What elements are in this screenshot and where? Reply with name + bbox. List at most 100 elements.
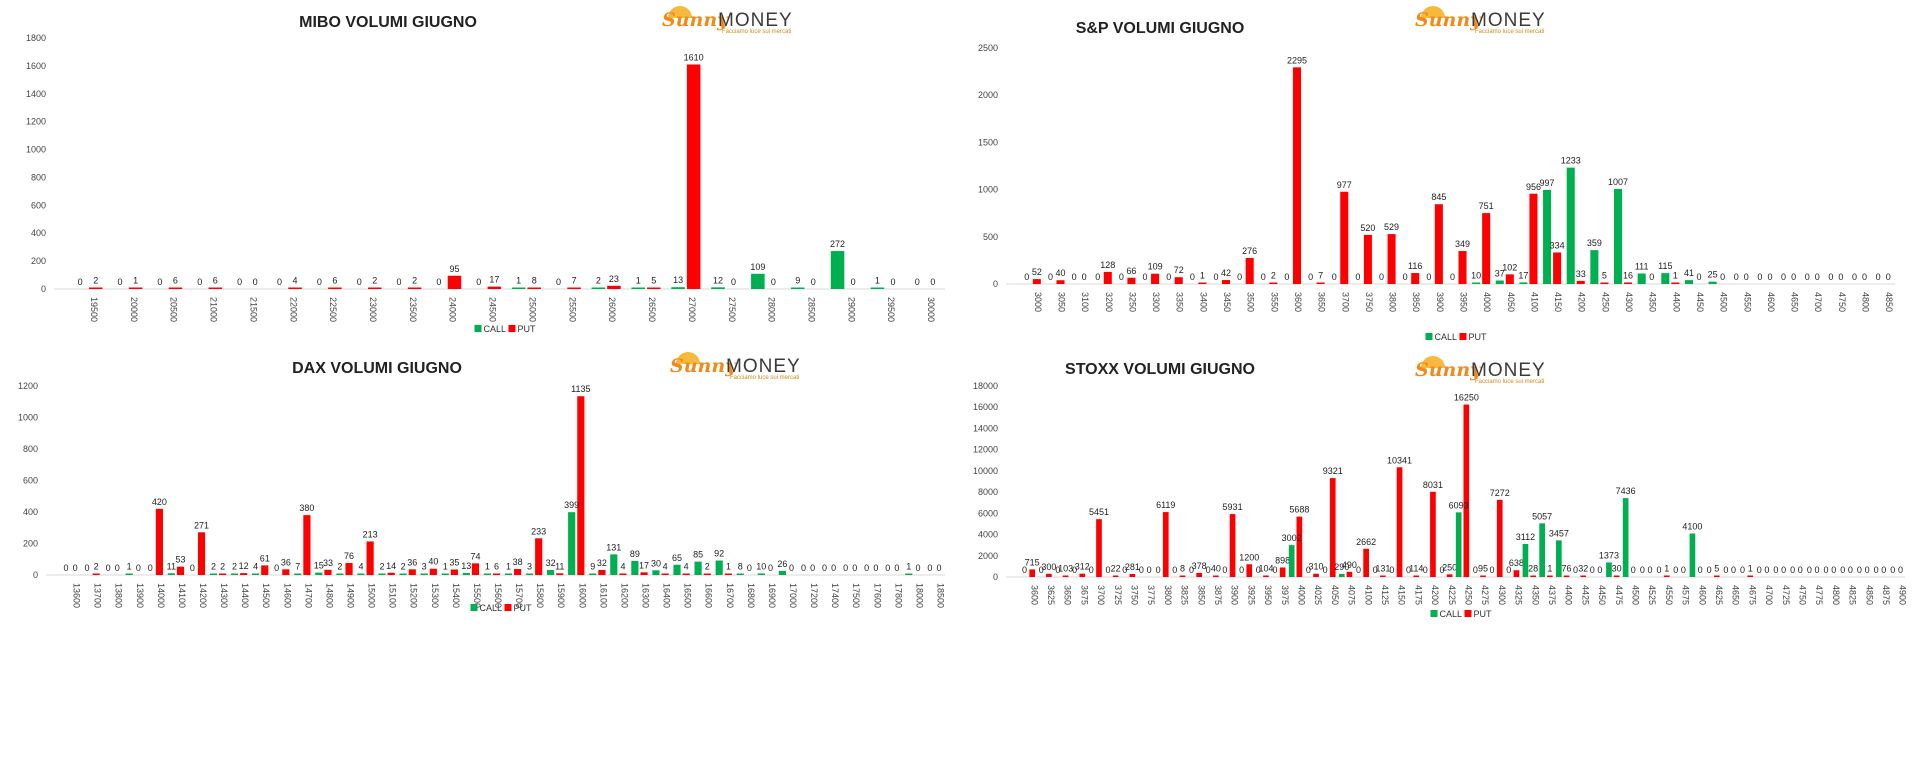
data-label-call: 0 xyxy=(1757,565,1762,575)
legend-label: PUT xyxy=(514,603,533,613)
data-label-call: 92 xyxy=(714,549,724,559)
data-label-put: 4 xyxy=(620,562,625,572)
bar-call xyxy=(504,573,513,575)
x-tick-label: 13800 xyxy=(114,583,124,608)
bar-call xyxy=(483,573,491,575)
bar-put xyxy=(88,287,103,289)
bar-put xyxy=(1313,573,1319,577)
data-label-put: 213 xyxy=(363,529,378,539)
data-label-call: 2 xyxy=(211,562,216,572)
data-label-call: 1 xyxy=(506,562,511,572)
data-label-put: 0 xyxy=(894,563,899,573)
x-tick-label: 3725 xyxy=(1113,585,1123,605)
x-tick-label: 17200 xyxy=(809,583,819,608)
data-label-call: 0 xyxy=(556,277,561,287)
bar-call xyxy=(357,573,365,575)
legend-swatch xyxy=(504,604,512,611)
data-label-call: 5057 xyxy=(1532,511,1552,521)
x-tick-label: 3900 xyxy=(1230,585,1240,605)
bar-call xyxy=(568,512,576,575)
data-label-put: 2295 xyxy=(1287,55,1307,65)
data-label-call: 0 xyxy=(1890,565,1895,575)
data-label-put: 5931 xyxy=(1223,502,1243,512)
data-label-call: 0 xyxy=(1323,565,1328,575)
x-tick-label: 4500 xyxy=(1630,585,1640,605)
data-label-call: 0 xyxy=(1757,272,1762,282)
x-tick-label: 14700 xyxy=(303,583,313,608)
data-label-put: 9321 xyxy=(1323,466,1343,476)
data-label-call: 0 xyxy=(1072,272,1077,282)
data-label-call: 0 xyxy=(1095,272,1100,282)
bar-put xyxy=(1458,251,1467,284)
data-label-call: 115 xyxy=(1658,261,1672,271)
x-tick-label: 4275 xyxy=(1480,585,1490,605)
bar-put xyxy=(176,566,185,575)
x-tick-label: 3750 xyxy=(1130,585,1140,605)
data-label-put: 0 xyxy=(1744,272,1749,282)
bar-call xyxy=(1519,282,1528,284)
data-label-call: 0 xyxy=(822,563,827,573)
x-tick-label: 3250 xyxy=(1127,292,1137,312)
x-tick-label: 4125 xyxy=(1380,585,1390,605)
bar-call xyxy=(673,564,681,575)
x-tick-label: 4050 xyxy=(1330,585,1340,605)
data-label-put: 271 xyxy=(194,520,209,530)
x-tick-label: 3650 xyxy=(1063,585,1073,605)
data-label-call: 7436 xyxy=(1616,486,1636,496)
data-label-call: 0 xyxy=(927,563,932,573)
x-tick-label: 17500 xyxy=(851,583,861,608)
data-label-call: 0 xyxy=(1332,272,1337,282)
data-label-call: 0 xyxy=(1089,565,1094,575)
legend-swatch xyxy=(470,604,478,611)
data-label-put: 2 xyxy=(412,276,417,286)
data-label-call: 0 xyxy=(1740,565,1745,575)
data-label-put: 0 xyxy=(1781,565,1786,575)
data-label-put: 0 xyxy=(1681,565,1686,575)
x-tick-label: 4875 xyxy=(1881,585,1891,605)
x-tick-label: 3600 xyxy=(1029,585,1039,605)
data-label-call: 0 xyxy=(397,277,402,287)
bar-put xyxy=(1174,277,1183,284)
data-label-put: 0 xyxy=(1862,272,1867,282)
bar-put xyxy=(1387,234,1396,284)
data-label-put: 310 xyxy=(1309,562,1324,572)
x-tick-label: 22000 xyxy=(288,297,298,322)
data-label-call: 0 xyxy=(237,277,242,287)
data-label-call: 17 xyxy=(1518,270,1528,280)
data-label-put: 0 xyxy=(1886,272,1891,282)
x-tick-label: 4150 xyxy=(1397,585,1407,605)
bar-call xyxy=(1684,280,1693,284)
data-label-put: 4 xyxy=(293,276,298,286)
bar-call xyxy=(830,251,845,289)
x-tick-label: 13700 xyxy=(93,583,103,608)
data-label-put: 6 xyxy=(332,276,337,286)
y-tick-label: 1000 xyxy=(26,145,46,155)
data-label-put: 300 xyxy=(1041,562,1056,572)
x-tick-label: 3750 xyxy=(1364,292,1374,312)
bar-put xyxy=(282,569,290,575)
data-label-call: 7 xyxy=(295,562,300,572)
x-tick-label: 18000 xyxy=(914,583,924,608)
x-tick-label: 26500 xyxy=(647,297,657,322)
data-label-call: 0 xyxy=(1876,272,1881,282)
bar-put xyxy=(155,508,163,575)
data-label-put: 17 xyxy=(639,560,649,570)
data-label-call: 6093 xyxy=(1449,500,1469,510)
data-label-call: 0 xyxy=(1143,272,1148,282)
x-tick-label: 15600 xyxy=(493,583,503,608)
x-tick-label: 3800 xyxy=(1388,292,1398,312)
x-tick-label: 4400 xyxy=(1671,292,1681,312)
bar-put xyxy=(1529,193,1538,284)
data-label-put: 30 xyxy=(1612,564,1622,574)
legend-label: PUT xyxy=(518,324,537,334)
x-tick-label: 4450 xyxy=(1695,292,1705,312)
bar-put xyxy=(471,563,480,575)
y-tick-label: 200 xyxy=(31,256,46,266)
data-label-call: 272 xyxy=(830,239,845,249)
bar-call xyxy=(1455,512,1462,577)
data-label-put: 0 xyxy=(1720,272,1725,282)
data-label-call: 0 xyxy=(190,563,195,573)
legend-swatch xyxy=(1430,610,1438,617)
y-tick-label: 1800 xyxy=(26,33,46,43)
